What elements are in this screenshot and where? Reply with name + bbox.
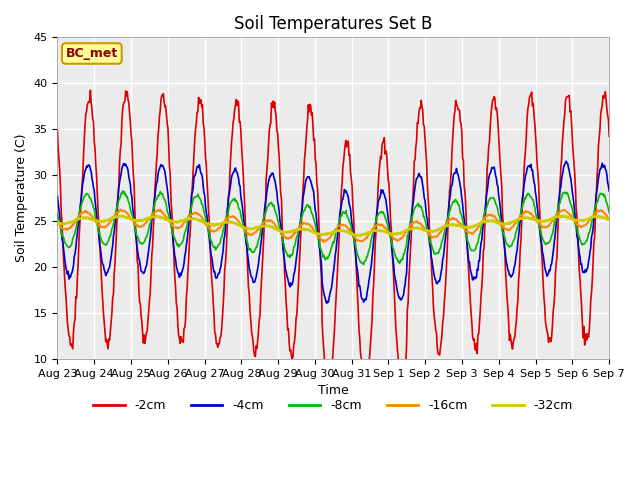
-4cm: [323, 300, 331, 306]
-2cm: [86, 87, 94, 93]
-32cm: [120, 214, 128, 219]
-16cm: [321, 239, 328, 245]
Y-axis label: Soil Temperature (C): Soil Temperature (C): [15, 134, 28, 263]
-8cm: [119, 188, 127, 194]
-32cm: [205, 221, 213, 227]
-4cm: [63, 271, 71, 277]
-32cm: [54, 220, 61, 226]
-2cm: [206, 239, 214, 245]
-2cm: [63, 319, 71, 324]
-32cm: [559, 213, 566, 219]
-2cm: [402, 359, 410, 364]
-16cm: [402, 229, 410, 235]
Line: -2cm: -2cm: [58, 90, 609, 393]
-8cm: [177, 241, 185, 247]
Title: Soil Temperatures Set B: Soil Temperatures Set B: [234, 15, 433, 33]
X-axis label: Time: Time: [318, 384, 349, 397]
-4cm: [120, 161, 128, 167]
-8cm: [206, 236, 214, 241]
-4cm: [417, 174, 425, 180]
-2cm: [54, 128, 61, 133]
-16cm: [177, 224, 185, 229]
-32cm: [605, 217, 613, 223]
-2cm: [362, 390, 369, 396]
Legend: -2cm, -4cm, -8cm, -16cm, -32cm: -2cm, -4cm, -8cm, -16cm, -32cm: [88, 394, 578, 417]
-8cm: [402, 245, 410, 251]
-8cm: [54, 211, 61, 217]
-2cm: [605, 133, 613, 139]
-16cm: [54, 220, 61, 226]
Text: BC_met: BC_met: [66, 47, 118, 60]
-16cm: [605, 216, 613, 222]
-32cm: [177, 218, 184, 224]
-4cm: [605, 188, 613, 194]
-4cm: [563, 158, 570, 164]
-8cm: [121, 192, 129, 198]
-16cm: [418, 223, 426, 228]
-8cm: [63, 243, 71, 249]
-16cm: [206, 227, 214, 233]
-32cm: [401, 228, 409, 234]
-16cm: [121, 208, 129, 214]
-32cm: [63, 220, 71, 226]
Line: -4cm: -4cm: [58, 161, 609, 303]
-4cm: [177, 270, 184, 276]
-16cm: [116, 207, 124, 213]
-2cm: [121, 98, 129, 104]
-32cm: [417, 226, 425, 231]
-16cm: [63, 227, 71, 233]
-2cm: [177, 334, 185, 339]
Line: -32cm: -32cm: [58, 216, 609, 236]
-4cm: [205, 236, 213, 242]
Line: -16cm: -16cm: [58, 210, 609, 242]
-4cm: [54, 193, 61, 199]
-2cm: [418, 103, 426, 109]
-4cm: [401, 282, 409, 288]
-32cm: [356, 233, 364, 239]
-8cm: [605, 210, 613, 216]
-8cm: [418, 207, 426, 213]
-8cm: [360, 262, 367, 267]
Line: -8cm: -8cm: [58, 191, 609, 264]
